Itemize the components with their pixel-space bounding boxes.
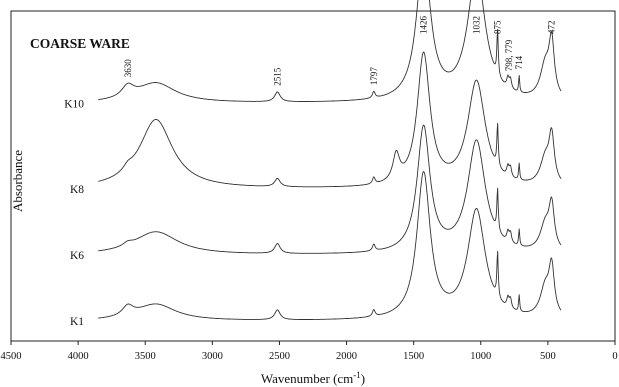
spectrum-line [98,51,562,188]
x-tick-label: 2000 [336,351,357,362]
peak-annotation: 2515 [272,67,282,86]
x-tick-label: 3000 [202,351,223,362]
x-tick-label: 500 [540,351,556,362]
plot-frame [10,10,616,342]
series-label: K8 [70,184,84,196]
peak-annotation: 472 [547,21,557,35]
peak-annotation: 1032 [472,16,482,34]
peak-annotation: 1797 [369,67,379,86]
peak-annotation: 1426 [419,16,429,35]
series-label: K10 [64,98,84,110]
x-tick-label: 0 [612,351,617,362]
series-label: K1 [70,316,84,328]
chart-title: COARSE WARE [30,36,130,51]
x-tick-label: 3500 [135,351,156,362]
y-axis-label: Absorbance [10,150,25,212]
spectrum-line [98,170,562,320]
peak-annotation: 875 [493,20,503,34]
x-axis-label: Wavenumber (cm-1) [261,370,365,386]
series-label: K6 [70,250,84,262]
x-tick-label: 2500 [269,351,290,362]
spectrum-line [98,124,562,254]
peak-annotation: 3630 [123,59,133,78]
x-tick-label: 1000 [470,351,491,362]
x-tick-label: 4500 [1,351,22,362]
peak-annotation: 714 [514,55,524,69]
x-tick-label: 4000 [68,351,89,362]
spectrum-line [98,0,562,102]
peak-annotation: 798, 779 [504,39,514,71]
x-tick-label: 1500 [403,351,424,362]
